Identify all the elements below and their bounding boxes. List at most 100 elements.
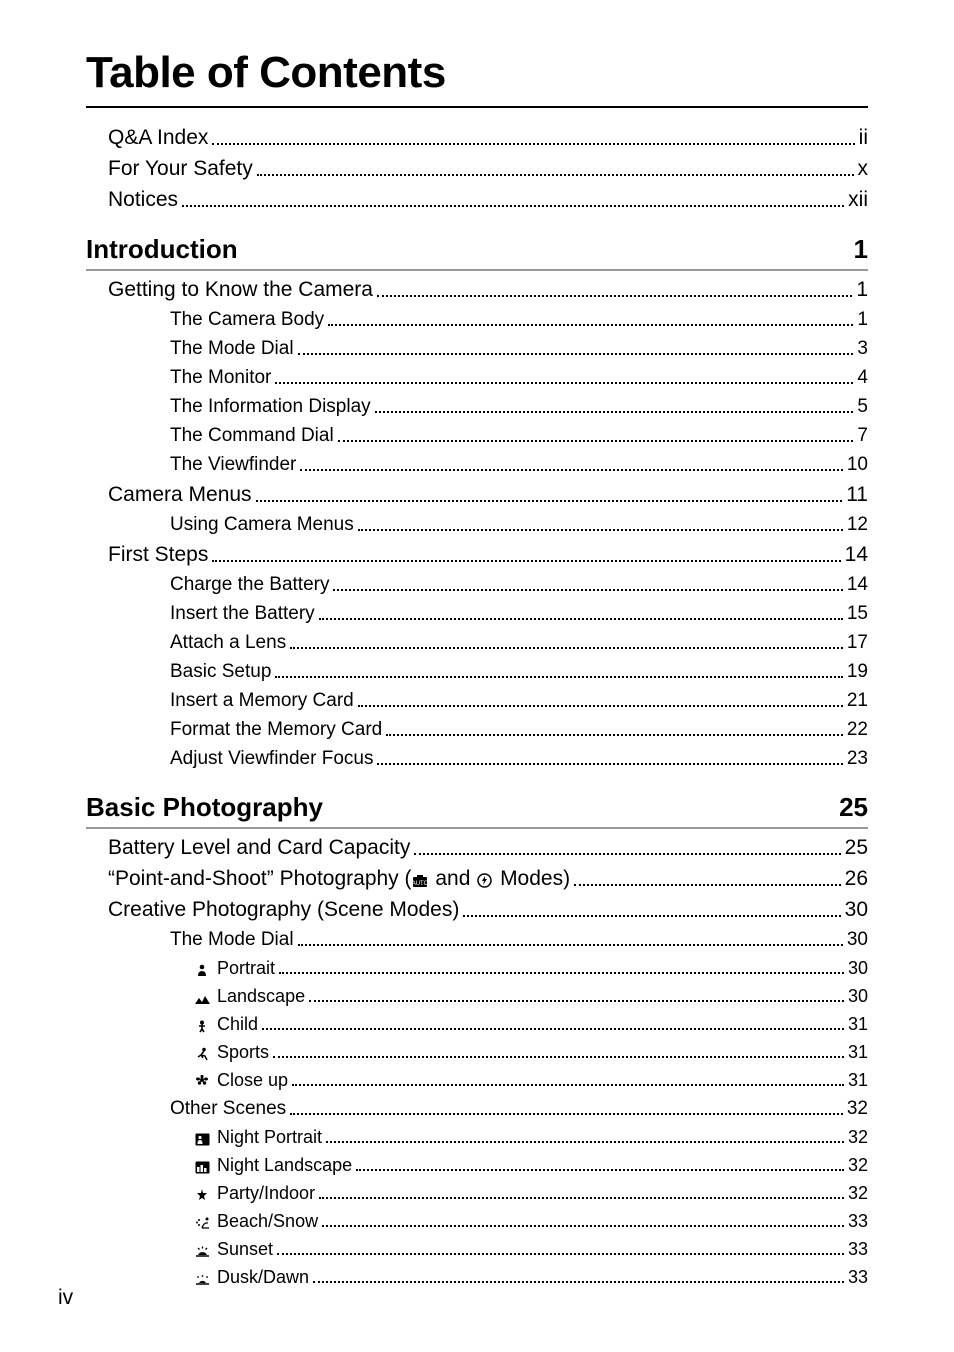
sports-icon [194,1047,210,1061]
toc-page: 33 [848,1239,868,1260]
toc-entry: Adjust Viewfinder Focus23 [170,748,868,770]
toc-page: 33 [848,1267,868,1288]
toc-entry: The Information Display 5 [170,396,868,418]
toc-entry: Sunset 33 [194,1239,868,1260]
section-header-basic-photography: Basic Photography 25 [86,792,868,829]
toc-label: Beach/Snow [194,1211,318,1232]
dot-leader [313,1281,844,1283]
dot-leader [328,324,853,326]
toc-page: 15 [847,603,868,625]
toc-label: Close up [194,1070,288,1091]
dot-leader [377,763,842,765]
toc-entry: Night Landscape32 [194,1155,868,1176]
dot-leader [292,1084,844,1086]
toc-page: 31 [848,1014,868,1035]
toc-page: 32 [847,1098,868,1120]
toc-label: Q&A Index [108,126,208,150]
toc-entry: Notices xii [108,188,868,212]
section-page: 25 [839,792,868,823]
toc-label: Portrait [194,958,275,979]
dot-leader [182,205,844,207]
toc-page: 23 [847,748,868,770]
dot-leader [326,1141,844,1143]
toc-label: The Camera Body [170,309,324,331]
toc-entry: The Mode Dial30 [170,929,868,951]
dot-leader [319,1197,844,1199]
toc-page: 33 [848,1211,868,1232]
toc-label: The Mode Dial [170,929,294,951]
dot-leader [356,1169,844,1171]
toc-label: The Monitor [170,367,271,389]
dusk-dawn-icon [194,1273,210,1287]
toc-page: 21 [847,690,868,712]
dot-leader [298,944,843,946]
toc-label: Using Camera Menus [170,514,354,536]
dot-leader [414,853,840,855]
closeup-icon [194,1075,210,1089]
dot-leader [262,1028,844,1030]
toc-entry: Camera Menus11 [108,483,868,507]
toc-label: Child [194,1014,258,1035]
portrait-icon [194,963,210,977]
toc-entry: Other Scenes32 [170,1098,868,1120]
toc-entry: Landscape30 [194,986,868,1007]
toc-page: 5 [857,396,868,418]
toc-entry: Basic Setup 19 [170,661,868,683]
beach-snow-icon [194,1216,210,1230]
toc-page: 19 [847,661,868,683]
toc-entry: First Steps14 [108,543,868,567]
toc-entry: Party/Indoor 32 [194,1183,868,1204]
toc-label: Creative Photography (Scene Modes) [108,898,459,922]
toc-entry: Attach a Lens17 [170,632,868,654]
toc-page: 32 [848,1183,868,1204]
dot-leader [290,1113,843,1115]
dot-leader [322,1225,844,1227]
dot-leader [212,560,840,562]
toc-entry: The Command Dial7 [170,425,868,447]
toc-entry: Dusk/Dawn33 [194,1267,868,1288]
toc-entry: Insert the Battery15 [170,603,868,625]
toc-entry: The Mode Dial3 [170,338,868,360]
dot-leader [279,972,844,974]
page-number: iv [58,1286,73,1310]
toc-label: “Point-and-Shoot” Photography (AUTO and … [108,867,570,891]
dot-leader [290,647,843,649]
toc-entry: “Point-and-Shoot” Photography (AUTO and … [108,867,868,891]
toc-entry: The Monitor 4 [170,367,868,389]
dot-leader [277,1253,844,1255]
toc-entry: Close up31 [194,1070,868,1091]
toc-page: 12 [847,514,868,536]
toc-entry: Getting to Know the Camera1 [108,278,868,302]
dot-leader [256,500,843,502]
toc-label: Format the Memory Card [170,719,382,741]
toc-entry: Child 31 [194,1014,868,1035]
toc-entry: Using Camera Menus 12 [170,514,868,536]
toc-entry: Sports31 [194,1042,868,1063]
toc-label: The Information Display [170,396,371,418]
toc-label: Night Landscape [194,1155,352,1176]
toc-label: Attach a Lens [170,632,286,654]
toc-page: 30 [848,958,868,979]
dot-leader [300,469,842,471]
toc-label: Insert a Memory Card [170,690,354,712]
dot-leader [358,705,843,707]
toc-label: Basic Setup [170,661,271,683]
toc-entry: Battery Level and Card Capacity 25 [108,836,868,860]
dot-leader [273,1056,844,1058]
toc-label: Party/Indoor [194,1183,315,1204]
toc-label: Charge the Battery [170,574,329,596]
toc-page: 25 [845,836,868,860]
toc-page: 3 [857,338,868,360]
svg-text:AUTO: AUTO [412,881,429,887]
toc-page: xii [848,188,868,212]
toc-label: Sunset [194,1239,273,1260]
dot-leader [319,618,843,620]
toc-label: Battery Level and Card Capacity [108,836,410,860]
dot-leader [338,440,854,442]
dot-leader [257,174,854,176]
toc-page: 4 [857,367,868,389]
dot-leader [212,143,854,145]
dot-leader [333,589,842,591]
dot-leader [275,382,853,384]
toc-label: Landscape [194,986,305,1007]
